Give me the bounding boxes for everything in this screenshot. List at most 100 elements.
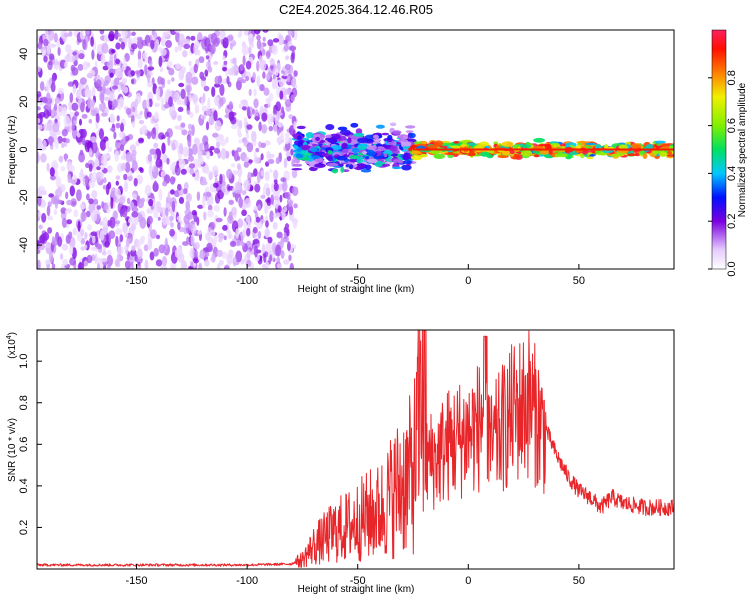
heatmap-cell	[268, 125, 274, 132]
heatmap-cell	[173, 93, 177, 103]
heatmap-cell	[145, 98, 150, 110]
x-tick-label: 50	[573, 275, 585, 287]
heatmap-cell	[169, 164, 176, 172]
heatmap-cell	[182, 50, 188, 58]
heatmap-cell	[131, 223, 137, 232]
heatmap-cell	[191, 76, 199, 85]
heatmap-cell	[282, 180, 288, 192]
heatmap-cell	[231, 163, 236, 168]
heatmap-cell	[108, 30, 115, 42]
snr-frame	[36, 329, 675, 570]
heatmap-cell	[91, 171, 98, 183]
heatmap-cell	[390, 154, 397, 157]
heatmap-cell	[43, 55, 48, 63]
heatmap-cell	[203, 211, 207, 221]
heatmap-cell	[159, 66, 163, 73]
heatmap-transition-region	[291, 122, 417, 174]
heatmap-cell	[311, 155, 321, 159]
heatmap-cell	[278, 34, 284, 46]
heatmap-cell	[219, 173, 223, 185]
heatmap-cell	[241, 209, 248, 217]
heatmap-cell	[231, 65, 235, 76]
heatmap-cell	[229, 42, 233, 50]
heatmap-cell	[290, 148, 294, 156]
heatmap-cell	[357, 137, 369, 143]
heatmap-cell	[290, 94, 296, 102]
heatmap-cell	[296, 125, 306, 130]
heatmap-cell	[214, 120, 222, 132]
heatmap-cell	[250, 172, 255, 177]
heatmap-cell	[181, 129, 188, 136]
heatmap-cell	[37, 66, 41, 73]
heatmap-cell	[314, 163, 326, 168]
x-tick-label: 0	[465, 275, 471, 287]
heatmap-cell	[130, 101, 137, 112]
heatmap-cell	[120, 41, 126, 50]
colorbar-tick-label: 0.2	[726, 214, 738, 229]
heatmap-cell	[72, 51, 77, 56]
heatmap-cell	[288, 205, 294, 216]
heatmap-cell	[253, 88, 257, 97]
heatmap-cell	[213, 110, 218, 122]
heatmap-cell	[325, 134, 332, 139]
heatmap-cell	[45, 101, 52, 111]
heatmap-cell	[123, 173, 128, 181]
y-tick-label: 0.8	[18, 395, 30, 410]
heatmap-cell	[214, 75, 221, 85]
heatmap-cell	[180, 88, 186, 100]
heatmap-cell	[224, 266, 229, 269]
heatmap-cell	[102, 224, 108, 235]
heatmap-cell	[136, 174, 144, 185]
heatmap-cell	[79, 203, 87, 210]
heatmap-cell	[265, 187, 271, 197]
heatmap-cell	[256, 60, 260, 72]
heatmap-cell	[275, 157, 281, 165]
heatmap-cell	[183, 214, 190, 225]
heatmap-cell	[618, 144, 629, 150]
heatmap-cell	[253, 205, 258, 211]
heatmap-cell	[88, 198, 94, 205]
heatmap-cell	[373, 134, 379, 139]
heatmap-cell	[218, 237, 223, 243]
heatmap-cell	[214, 83, 221, 88]
heatmap-cell	[284, 88, 292, 95]
heatmap-cell	[108, 92, 115, 102]
heatmap-cell	[209, 44, 216, 55]
heatmap-cell	[107, 146, 113, 153]
heatmap-cell	[124, 260, 131, 269]
heatmap-cell	[121, 30, 128, 39]
heatmap-cell	[405, 130, 414, 133]
heatmap-cell	[161, 256, 168, 267]
heatmap-cell	[168, 67, 175, 76]
heatmap-cell	[37, 151, 40, 163]
heatmap-cell	[179, 142, 184, 155]
heatmap-cell	[188, 60, 192, 67]
heatmap-cell	[205, 191, 212, 198]
heatmap-cell	[409, 132, 416, 139]
heatmap-cell	[264, 205, 269, 215]
heatmap-cell	[183, 38, 191, 45]
heatmap-cell	[65, 191, 69, 200]
heatmap-cell	[69, 245, 74, 256]
heatmap-cell	[662, 145, 670, 150]
heatmap-cell	[57, 87, 64, 94]
heatmap-cell	[293, 158, 301, 164]
heatmap-cell	[289, 262, 294, 269]
heatmap-cell	[199, 249, 206, 260]
heatmap-cell	[405, 125, 416, 129]
heatmap-cell	[160, 48, 167, 56]
heatmap-cell	[260, 219, 265, 224]
heatmap-cell	[153, 180, 158, 191]
heatmap-cell	[91, 49, 95, 60]
heatmap-cell	[626, 153, 639, 157]
heatmap-cell	[241, 190, 247, 196]
heatmap-cell	[261, 112, 268, 122]
heatmap-cell	[213, 96, 220, 104]
heatmap-cell	[209, 146, 215, 151]
heatmap-cell	[46, 42, 51, 55]
heatmap-cell	[155, 234, 161, 240]
heatmap-cell	[259, 59, 267, 71]
heatmap-cell	[100, 53, 106, 65]
heatmap-cell	[48, 60, 53, 66]
heatmap-cell	[295, 153, 304, 159]
